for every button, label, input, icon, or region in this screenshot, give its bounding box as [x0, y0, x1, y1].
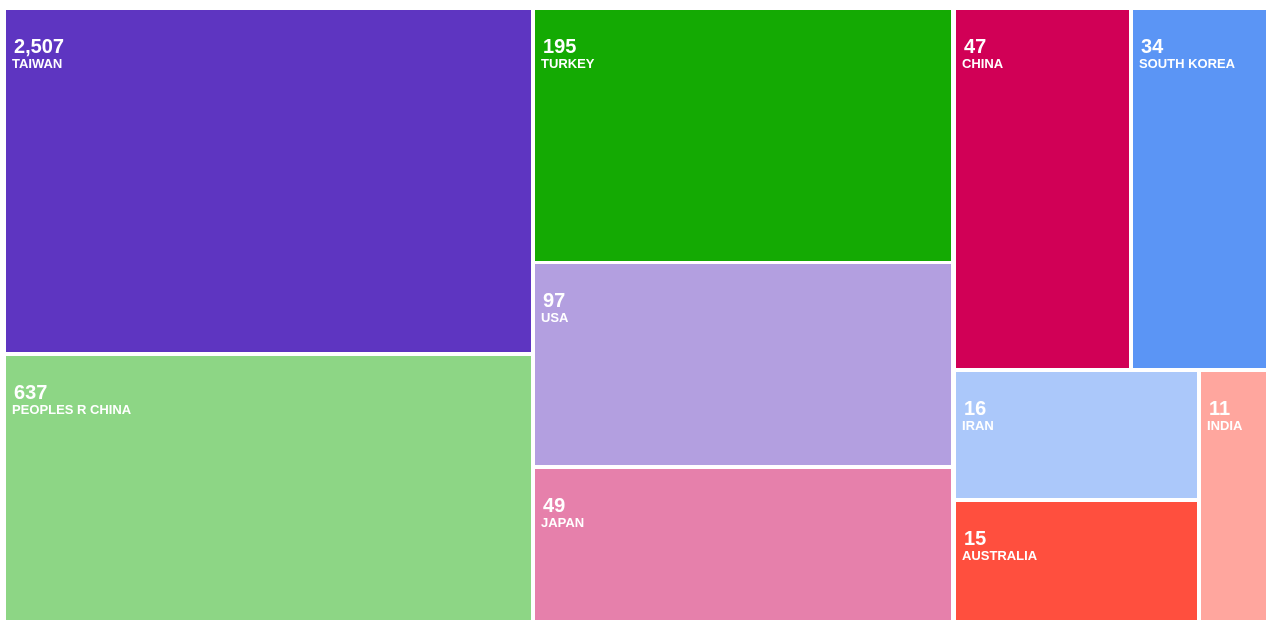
treemap-cell [956, 502, 1197, 620]
value-label: 49 [543, 495, 565, 517]
category-label: CHINA [962, 56, 1004, 71]
value-label: 11 [1209, 398, 1230, 420]
category-label: TAIWAN [12, 56, 62, 71]
value-label: 15 [964, 528, 986, 550]
category-label: USA [541, 310, 569, 325]
treemap-cell [6, 10, 531, 352]
treemap-cell [1133, 10, 1266, 368]
value-label: 97 [543, 290, 565, 312]
category-label: AUSTRALIA [962, 548, 1038, 563]
value-label: 195 [543, 36, 576, 58]
value-label: 34 [1141, 36, 1164, 58]
category-label: INDIA [1207, 418, 1243, 433]
category-label: JAPAN [541, 515, 584, 530]
treemap-cell [535, 469, 951, 620]
treemap-cell [1201, 372, 1266, 620]
treemap-cell [6, 356, 531, 620]
category-label: SOUTH KOREA [1139, 56, 1236, 71]
treemap-cell [956, 10, 1129, 368]
value-label: 16 [964, 398, 986, 420]
treemap-cell [535, 10, 951, 261]
category-label: TURKEY [541, 56, 595, 71]
treemap-cell [956, 372, 1197, 498]
category-label: IRAN [962, 418, 994, 433]
value-label: 47 [964, 36, 986, 58]
value-label: 637 [14, 382, 47, 404]
value-label: 2,507 [14, 36, 64, 58]
category-label: PEOPLES R CHINA [12, 402, 132, 417]
treemap-cell [535, 264, 951, 465]
